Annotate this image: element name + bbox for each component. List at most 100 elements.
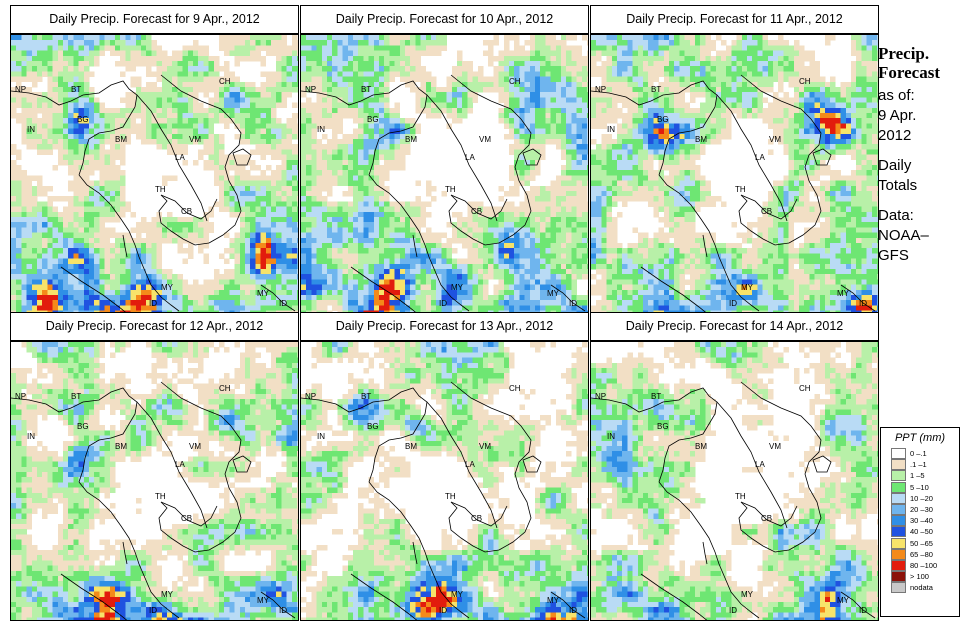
country-label-bg: BG — [77, 422, 89, 431]
forecast-info: Precip. Forecast as of: 9 Apr. 2012 Dail… — [878, 44, 963, 266]
country-label-vm: VM — [479, 442, 491, 451]
info-date-line1: 9 Apr. — [878, 107, 917, 124]
country-label-bt: BT — [361, 85, 372, 94]
country-label-bg: BG — [657, 115, 669, 124]
country-label-la: LA — [755, 153, 765, 162]
legend-label: 1 –5 — [910, 471, 925, 481]
country-label-bg: BG — [367, 115, 379, 124]
country-label-vm: VM — [479, 135, 491, 144]
legend-swatch — [891, 515, 906, 527]
panel-title: Daily Precip. Forecast for 13 Apr., 2012 — [300, 312, 589, 341]
info-data-line2: NOAA– — [878, 227, 929, 244]
country-label-my-west: MY — [451, 590, 463, 599]
country-label-bm: BM — [405, 135, 417, 144]
legend-label: 50 –65 — [910, 538, 933, 548]
precip-map: NP BT CH IN BG BM VM LA TH CB MY MY ID ID — [590, 34, 879, 314]
country-label-np: NP — [595, 85, 607, 94]
country-label-cb: CB — [181, 207, 193, 216]
legend-swatch — [891, 526, 906, 538]
country-label-id-west: ID — [149, 606, 157, 615]
precip-map: NP BT CH IN BG BM VM LA TH CB MY MY ID ID — [10, 34, 299, 314]
country-label-vm: VM — [189, 442, 201, 451]
info-date-line2: 2012 — [878, 127, 912, 144]
precip-cells — [301, 342, 588, 620]
country-label-la: LA — [465, 153, 475, 162]
country-label-bm: BM — [695, 135, 707, 144]
panel-title: Daily Precip. Forecast for 14 Apr., 2012 — [590, 312, 879, 341]
panel-title: Daily Precip. Forecast for 12 Apr., 2012 — [10, 312, 299, 341]
country-label-my-west: MY — [741, 283, 753, 292]
legend-label: 80 –100 — [910, 560, 938, 570]
legend-row: 50 –65 — [891, 537, 959, 549]
coastlines — [301, 381, 586, 620]
country-label-th: TH — [445, 185, 456, 194]
panel-title: Daily Precip. Forecast for 11 Apr., 2012 — [590, 5, 879, 34]
country-label-cb: CB — [761, 514, 773, 523]
legend-swatch — [891, 548, 906, 560]
info-data-line1: Data: — [878, 207, 914, 224]
legend-label: 20 –30 — [910, 504, 933, 514]
country-label-in: IN — [317, 432, 325, 441]
country-label-bg: BG — [367, 422, 379, 431]
country-label-id-east: ID — [859, 299, 867, 308]
country-label-vm: VM — [769, 442, 781, 451]
legend-swatch — [891, 537, 906, 549]
legend-row: 5 –10 — [891, 481, 959, 493]
country-label-id-west: ID — [729, 606, 737, 615]
precip-cells — [11, 342, 298, 620]
country-label-id-east: ID — [859, 606, 867, 615]
legend-label: > 100 — [910, 572, 929, 582]
legend-row: 80 –100 — [891, 559, 959, 571]
country-label-in: IN — [27, 432, 35, 441]
country-label-id-east: ID — [569, 299, 577, 308]
country-label-my-west: MY — [161, 283, 173, 292]
legend-swatch — [891, 571, 906, 583]
country-label-ch: CH — [509, 384, 521, 393]
country-label-bg: BG — [657, 422, 669, 431]
country-label-vm: VM — [769, 135, 781, 144]
country-label-bt: BT — [71, 392, 82, 401]
country-label-ch: CH — [219, 384, 231, 393]
info-type-line1: Daily — [878, 157, 912, 174]
precip-grid — [591, 342, 878, 620]
country-label-my-east: MY — [837, 596, 849, 605]
country-label-id-west: ID — [439, 606, 447, 615]
forecast-panel-4: Daily Precip. Forecast for 12 Apr., 2012… — [10, 312, 299, 622]
country-label-cb: CB — [471, 207, 483, 216]
country-label-cb: CB — [181, 514, 193, 523]
forecast-panel-1: Daily Precip. Forecast for 9 Apr., 2012 … — [10, 5, 299, 315]
precip-cells — [11, 35, 298, 313]
legend-label: 65 –80 — [910, 549, 933, 559]
info-asof-label: as of: — [878, 87, 915, 104]
legend-rows: 0 –.1 .1 –1 1 –5 5 –10 10 –20 20 –30 30 –40 40 … — [881, 448, 959, 594]
precip-map: NP BT CH IN BG BM VM LA TH CB MY MY ID ID — [590, 341, 879, 621]
country-label-id-west: ID — [149, 299, 157, 308]
country-label-th: TH — [735, 492, 746, 501]
legend-row: 10 –20 — [891, 492, 959, 504]
country-label-np: NP — [305, 392, 317, 401]
country-label-my-east: MY — [257, 289, 269, 298]
coastlines — [591, 74, 876, 313]
country-label-bt: BT — [651, 85, 662, 94]
country-label-bt: BT — [361, 392, 372, 401]
legend-label: 10 –20 — [910, 493, 933, 503]
forecast-panel-5: Daily Precip. Forecast for 13 Apr., 2012… — [300, 312, 589, 622]
coastlines — [11, 381, 296, 620]
country-label-la: LA — [755, 460, 765, 469]
coastlines — [11, 74, 296, 313]
legend-row: .1 –1 — [891, 459, 959, 471]
precip-cells — [301, 35, 588, 313]
legend-swatch — [891, 559, 906, 571]
country-label-bg: BG — [77, 115, 89, 124]
precip-grid — [301, 35, 588, 313]
country-label-my-west: MY — [451, 283, 463, 292]
country-label-in: IN — [607, 432, 615, 441]
country-label-cb: CB — [761, 207, 773, 216]
info-title-line1: Precip. — [878, 44, 930, 63]
legend-swatch — [891, 492, 906, 504]
country-label-ch: CH — [509, 77, 521, 86]
precip-map: NP BT CH IN BG BM VM LA TH CB MY MY ID ID — [10, 341, 299, 621]
country-label-id-west: ID — [729, 299, 737, 308]
legend-row: 1 –5 — [891, 470, 959, 482]
country-label-id-east: ID — [279, 299, 287, 308]
